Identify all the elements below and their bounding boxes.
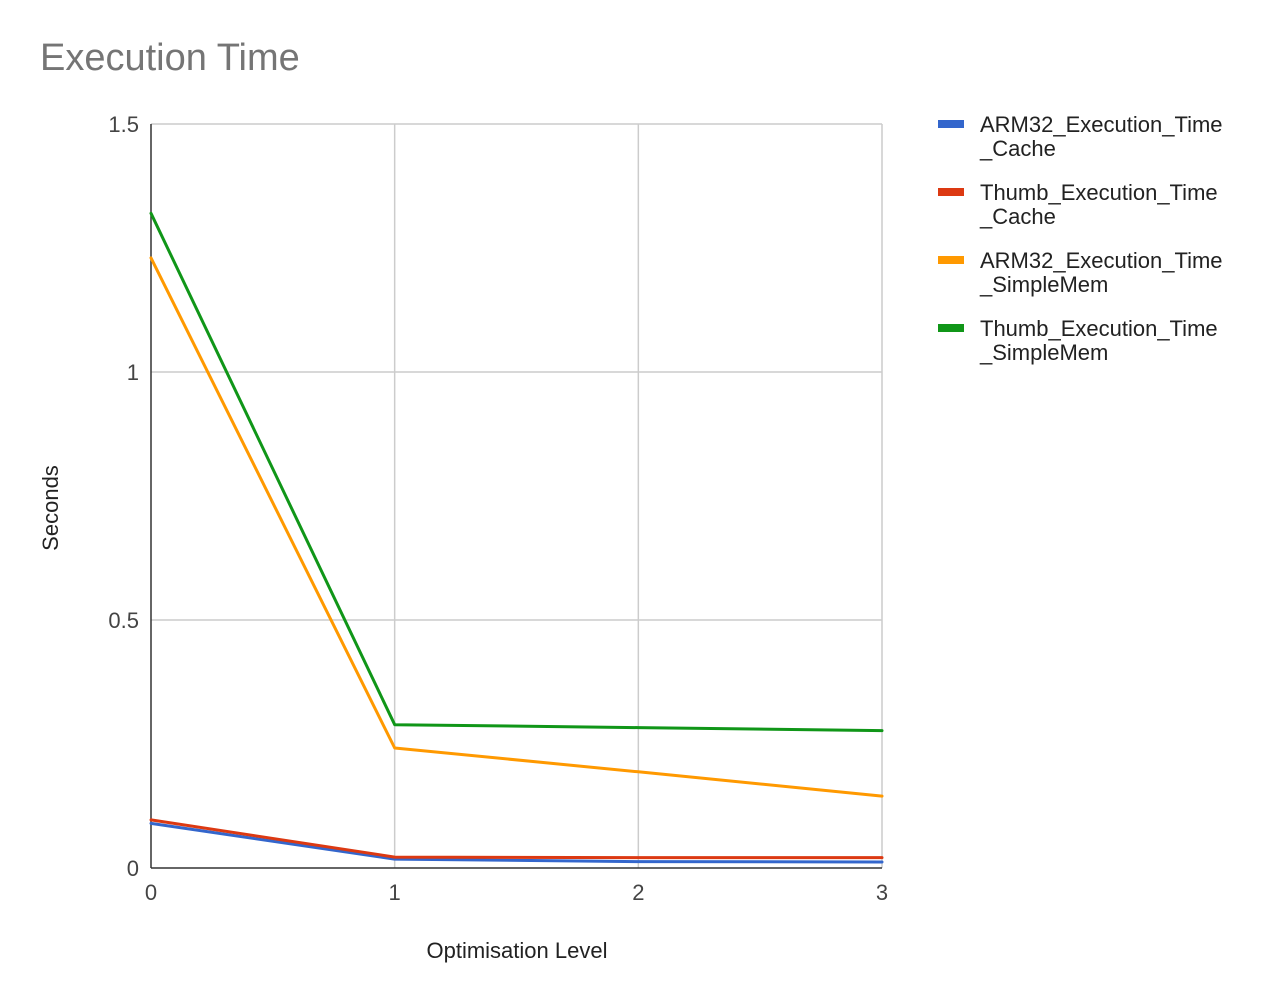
legend-label: Thumb_Execution_Time bbox=[980, 180, 1218, 205]
series-line bbox=[149, 211, 884, 733]
y-tick-label: 1 bbox=[127, 360, 139, 385]
legend-swatch bbox=[938, 188, 964, 196]
legend-label: _SimpleMem bbox=[979, 340, 1108, 365]
series-line bbox=[149, 256, 884, 798]
legend-label: ARM32_Execution_Time bbox=[980, 248, 1223, 273]
x-tick-label: 1 bbox=[389, 880, 401, 905]
grid bbox=[151, 123, 883, 868]
legend-swatch bbox=[938, 324, 964, 332]
chart-title: Execution Time bbox=[40, 37, 300, 79]
series-line bbox=[149, 821, 884, 864]
legend-swatch bbox=[938, 256, 964, 264]
x-tick-label: 0 bbox=[145, 880, 157, 905]
legend-item: ARM32_Execution_Time_Cache bbox=[938, 112, 1223, 161]
legend-label: _Cache bbox=[979, 136, 1056, 161]
legend-label: _Cache bbox=[979, 204, 1056, 229]
y-tick-label: 0.5 bbox=[108, 608, 139, 633]
series-lines bbox=[149, 211, 884, 864]
legend-swatch bbox=[938, 120, 964, 128]
x-tick-label: 3 bbox=[876, 880, 888, 905]
tick-labels: 0 0.5 1 1.5 0 1 2 3 bbox=[108, 112, 888, 905]
x-tick-label: 2 bbox=[632, 880, 644, 905]
legend-label: _SimpleMem bbox=[979, 272, 1108, 297]
y-tick-label: 0 bbox=[127, 856, 139, 881]
legend-item: Thumb_Execution_Time_SimpleMem bbox=[938, 316, 1218, 365]
x-axis-label: Optimisation Level bbox=[427, 938, 608, 963]
axes bbox=[150, 124, 882, 869]
legend-label: ARM32_Execution_Time bbox=[980, 112, 1223, 137]
series-line bbox=[149, 818, 884, 860]
legend-label: Thumb_Execution_Time bbox=[980, 316, 1218, 341]
y-tick-label: 1.5 bbox=[108, 112, 139, 137]
legend-item: ARM32_Execution_Time_SimpleMem bbox=[938, 248, 1223, 297]
y-axis-label: Seconds bbox=[38, 465, 63, 551]
legend-item: Thumb_Execution_Time_Cache bbox=[938, 180, 1218, 229]
legend: ARM32_Execution_Time_CacheThumb_Executio… bbox=[938, 112, 1223, 365]
